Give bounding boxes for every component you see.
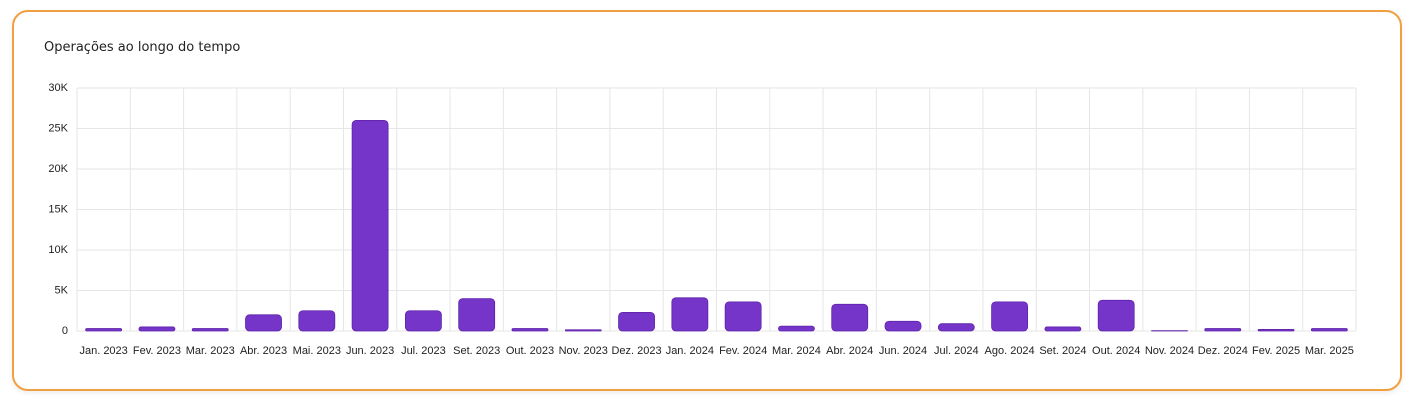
x-tick-label: Nov. 2023 <box>559 345 608 357</box>
bar <box>884 320 922 332</box>
x-tick-label: Jan. 2023 <box>79 345 127 357</box>
x-tick-label: Jun. 2023 <box>346 345 394 357</box>
x-tick-label: Set. 2024 <box>1039 345 1086 357</box>
y-tick-label: 25K <box>48 122 68 134</box>
bar <box>1204 328 1242 332</box>
bar <box>404 310 442 332</box>
x-tick-label: Dez. 2023 <box>611 345 661 357</box>
x-tick-label: Out. 2024 <box>1092 345 1140 357</box>
bar <box>511 328 549 332</box>
bar <box>191 328 229 332</box>
bar <box>671 297 709 332</box>
bar <box>1044 326 1082 332</box>
x-tick-label: Jun. 2024 <box>879 345 927 357</box>
bar <box>138 326 176 332</box>
bar <box>298 310 336 332</box>
bar <box>778 325 815 332</box>
x-tick-label: Fev. 2025 <box>1252 345 1300 357</box>
y-tick-label: 15K <box>48 203 68 215</box>
y-tick-label: 20K <box>48 163 68 175</box>
y-tick-label: 10K <box>48 244 68 256</box>
x-tick-label: Dez. 2024 <box>1198 345 1248 357</box>
x-tick-label: Jul. 2024 <box>934 345 979 357</box>
bar <box>1097 299 1135 332</box>
bar <box>937 323 975 332</box>
x-tick-label: Jan. 2024 <box>666 345 714 357</box>
bar <box>618 311 655 332</box>
x-tick-label: Mar. 2023 <box>186 345 235 357</box>
card-title: Operações ao longo do tempo <box>44 40 241 55</box>
bar <box>1257 328 1295 332</box>
x-tick-label: Mar. 2024 <box>772 345 821 357</box>
bar <box>245 314 282 332</box>
x-tick-label: Nov. 2024 <box>1145 345 1194 357</box>
y-tick-label: 5K <box>55 284 69 296</box>
bar <box>1310 328 1348 332</box>
x-tick-label: Set. 2023 <box>453 345 500 357</box>
bar <box>458 298 496 332</box>
x-tick-label: Mai. 2023 <box>293 345 341 357</box>
bar <box>724 301 762 332</box>
x-tick-label: Jul. 2023 <box>401 345 446 357</box>
bar <box>351 120 389 332</box>
x-tick-label: Out. 2023 <box>506 345 554 357</box>
y-tick-label: 0 <box>62 325 68 337</box>
bar <box>564 329 602 332</box>
x-tick-label: Abr. 2023 <box>240 345 287 357</box>
x-tick-label: Abr. 2024 <box>826 345 873 357</box>
bar <box>85 328 123 332</box>
bar <box>991 301 1029 332</box>
y-tick-label: 30K <box>48 82 68 94</box>
x-tick-label: Fev. 2024 <box>719 345 767 357</box>
x-tick-label: Mar. 2025 <box>1305 345 1354 357</box>
bar <box>831 303 869 332</box>
x-tick-label: Ago. 2024 <box>985 345 1035 357</box>
x-tick-label: Fev. 2023 <box>133 345 181 357</box>
